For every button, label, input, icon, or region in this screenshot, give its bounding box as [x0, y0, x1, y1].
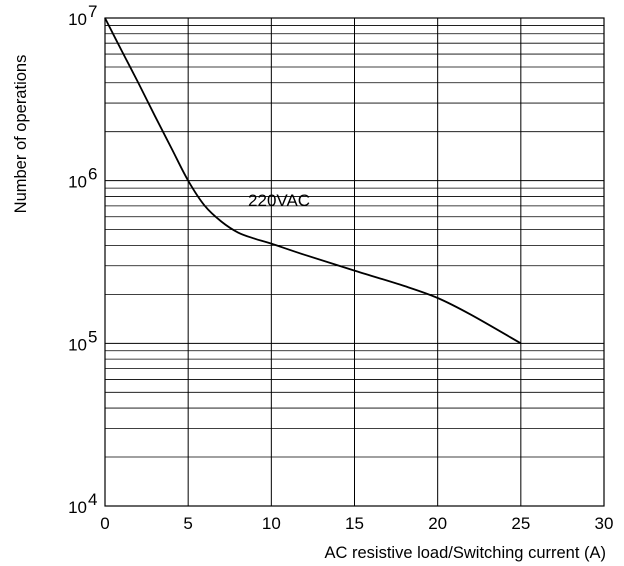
x-tick-label: 20: [428, 514, 447, 533]
series-layer: [104, 17, 522, 345]
x-tick-label: 15: [345, 514, 364, 533]
y-tick-label: 10: [68, 498, 87, 517]
y-tick-exponent: 4: [88, 490, 97, 509]
x-tick-label: 30: [595, 514, 614, 533]
y-tick-exponent: 7: [88, 2, 97, 21]
y-axis-title: Number of operations: [12, 55, 30, 214]
x-tick-label: 25: [511, 514, 530, 533]
series-line: [104, 17, 522, 345]
annotation-label: 220VAC: [248, 191, 310, 210]
grid-major-lines: [104, 17, 605, 507]
y-tick-label: 10: [68, 335, 87, 354]
x-tick-label: 5: [183, 514, 192, 533]
x-tick-labels: 0 5 10 15 20 25 30: [100, 514, 613, 533]
y-tick-label: 10: [68, 10, 87, 29]
x-tick-label: 0: [100, 514, 109, 533]
y-tick-exponent: 6: [88, 165, 97, 184]
x-axis-title: AC resistive load/Switching current (A): [324, 544, 606, 562]
annotations: 220VAC: [248, 191, 310, 210]
y-tick-exponent: 5: [88, 327, 97, 346]
y-tick-label: 10: [68, 173, 87, 192]
plot-frame: [104, 17, 605, 507]
x-tick-label: 10: [262, 514, 281, 533]
